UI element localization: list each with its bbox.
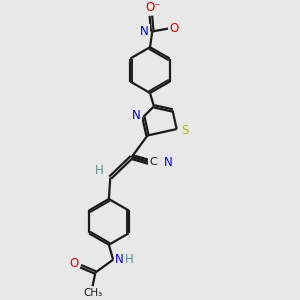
Text: CH₃: CH₃ (83, 288, 102, 298)
Text: O: O (170, 22, 179, 35)
Text: O: O (70, 257, 79, 270)
Text: H: H (95, 164, 104, 177)
Text: N: N (164, 156, 173, 169)
Text: N: N (132, 109, 141, 122)
Text: O⁻: O⁻ (145, 1, 160, 14)
Text: S: S (181, 124, 188, 137)
Text: N: N (115, 253, 124, 266)
Text: C: C (149, 157, 157, 166)
Text: N: N (140, 25, 149, 38)
Text: H: H (124, 253, 133, 266)
